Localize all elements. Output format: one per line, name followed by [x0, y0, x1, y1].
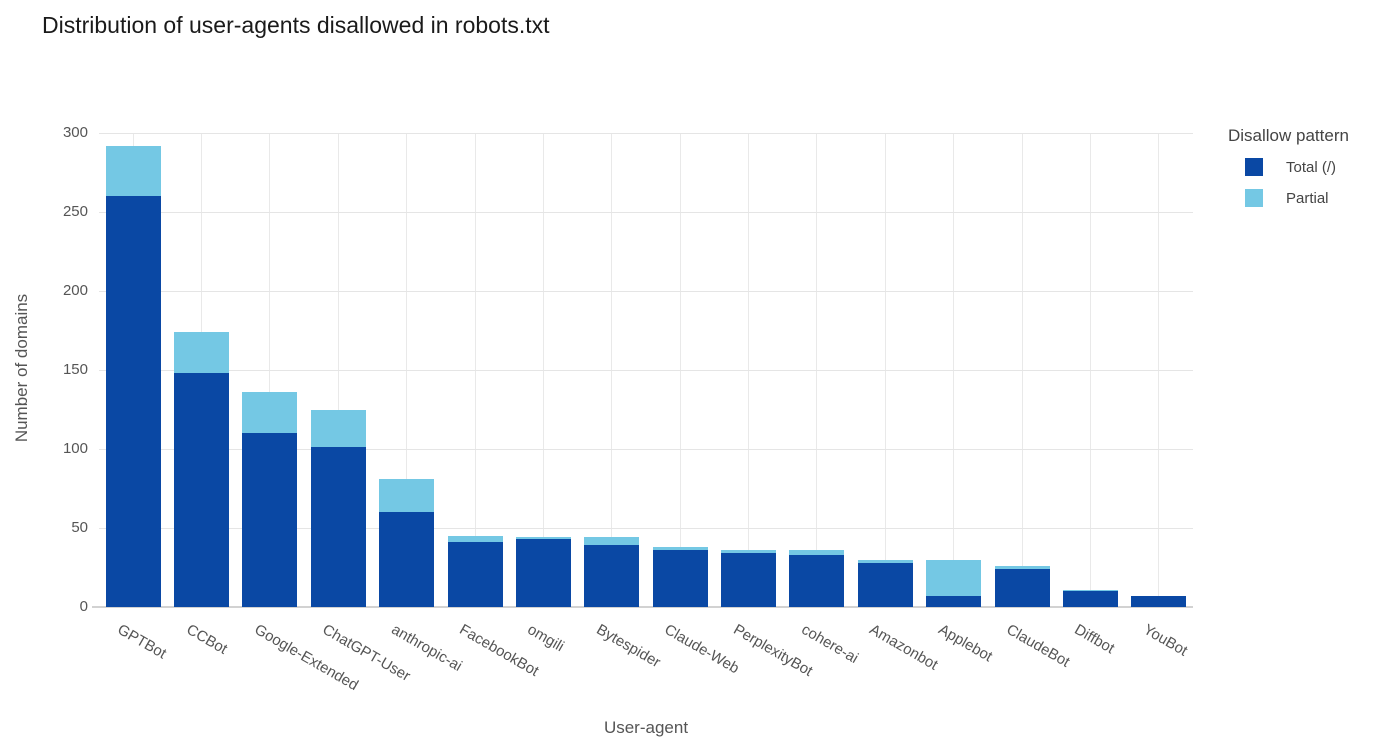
y-axis-title: Number of domains: [12, 293, 31, 443]
x-tick-label-Bytespider: Bytespider: [593, 621, 664, 672]
bar-segment-total-Claude-Web: [652, 550, 708, 607]
bar-segment-partial-Bytespider: [584, 537, 640, 546]
x-axis-title: User-agent: [603, 718, 689, 737]
bar-segment-total-CCBot: [174, 373, 230, 607]
legend-item-label: Total (/): [1286, 158, 1337, 176]
bar-segment-partial-cohere-ai: [789, 550, 845, 555]
y-tick-label: 150: [62, 361, 88, 378]
x-tick-label-Diffbot: Diffbot: [1071, 621, 1118, 658]
legend: Disallow pattern Total (/) Partial: [1228, 126, 1349, 220]
gridline-horizontal: [99, 448, 1193, 450]
x-axis-line: [92, 606, 1193, 608]
bar-segment-partial-FacebookBot: [447, 535, 503, 543]
bar-segment-total-Diffbot: [1062, 591, 1118, 607]
bar-segment-total-Applebot: [926, 595, 982, 607]
legend-item-label: Partial: [1286, 189, 1329, 207]
x-tick-label-YouBot: YouBot: [1140, 621, 1191, 660]
bar-segment-total-ChatGPT-User: [310, 447, 366, 607]
bar-segment-partial-ClaudeBot: [994, 565, 1050, 570]
chart-title: Distribution of user-agents disallowed i…: [42, 12, 550, 38]
y-tick-label: 50: [71, 519, 88, 536]
x-tick-label-omgili: omgili: [524, 621, 568, 656]
bar-segment-partial-PerplexityBot: [721, 550, 777, 554]
bar-segment-total-anthropic-ai: [379, 512, 435, 607]
x-tick-label-Claude-Web: Claude-Web: [661, 621, 743, 678]
y-tick-label: 100: [62, 440, 88, 457]
bar-segment-partial-Google-Extended: [242, 392, 298, 434]
legend-item-partial[interactable]: Partial: [1245, 189, 1349, 207]
legend-swatch-total: [1245, 158, 1263, 176]
gridline-horizontal: [99, 132, 1193, 134]
bar-segment-partial-Applebot: [926, 559, 982, 596]
bar-segment-total-PerplexityBot: [721, 553, 777, 607]
bar-segment-total-ClaudeBot: [994, 569, 1050, 607]
bar-segment-total-cohere-ai: [789, 554, 845, 607]
y-tick-label: 250: [62, 203, 88, 220]
x-tick-label-Applebot: Applebot: [935, 621, 995, 666]
bar-segment-partial-ChatGPT-User: [310, 409, 366, 448]
x-tick-label-CCBot: CCBot: [183, 621, 230, 658]
y-tick-label: 0: [79, 598, 88, 615]
legend-title: Disallow pattern: [1228, 126, 1349, 145]
x-tick-label-Amazonbot: Amazonbot: [866, 621, 942, 674]
bar-segment-total-Google-Extended: [242, 433, 298, 607]
bar-segment-partial-anthropic-ai: [379, 479, 435, 513]
gridline-horizontal: [99, 527, 1193, 529]
bar-segment-partial-omgili: [515, 537, 571, 540]
bar-segment-partial-Diffbot: [1062, 589, 1118, 592]
bar-segment-total-Bytespider: [584, 545, 640, 607]
y-tick-label: 300: [62, 124, 88, 141]
bar-segment-partial-GPTBot: [105, 145, 161, 197]
bar-segment-total-YouBot: [1131, 595, 1187, 607]
x-tick-label-GPTBot: GPTBot: [114, 621, 170, 663]
legend-swatch-partial: [1245, 189, 1263, 207]
legend-item-total[interactable]: Total (/): [1245, 158, 1349, 176]
bar-segment-total-omgili: [515, 539, 571, 607]
bar-segment-total-GPTBot: [105, 196, 161, 607]
bar-segment-partial-CCBot: [174, 332, 230, 374]
gridline-horizontal: [99, 290, 1193, 292]
bar-segment-total-Amazonbot: [857, 562, 913, 607]
bar-segment-total-FacebookBot: [447, 542, 503, 607]
bar-segment-partial-Amazonbot: [857, 559, 913, 563]
gridline-horizontal: [99, 369, 1193, 371]
gridline-horizontal: [99, 211, 1193, 213]
y-tick-label: 200: [62, 282, 88, 299]
bar-segment-partial-Claude-Web: [652, 546, 708, 551]
x-tick-label-ClaudeBot: ClaudeBot: [1003, 621, 1073, 671]
